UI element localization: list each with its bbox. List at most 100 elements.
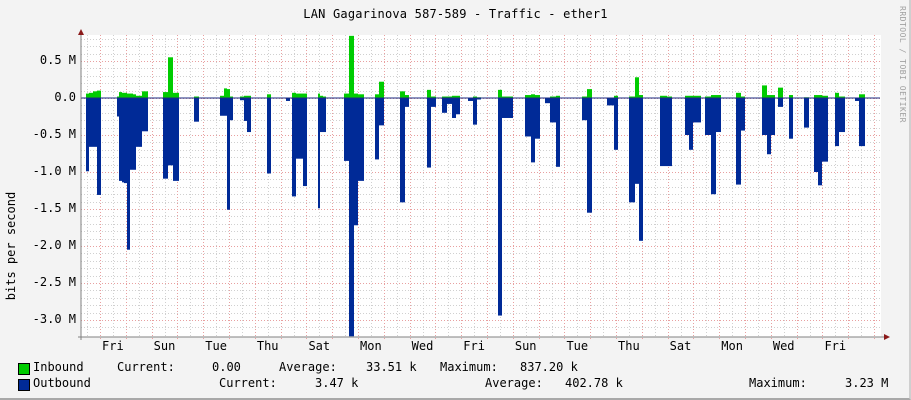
outbound-bar: [711, 98, 716, 195]
outbound-bar: [405, 98, 409, 107]
chart-title: LAN Gagarinova 587-589 - Traffic - ether…: [303, 7, 608, 21]
inbound-series: [86, 35, 865, 98]
outbound-bar: [227, 98, 230, 210]
outbound-bar: [244, 98, 247, 121]
inbound-bar: [442, 96, 447, 98]
legend-outbound-maximum-value: 3.23 M: [845, 376, 889, 390]
legend-inbound-average-value: 33.51 k: [366, 360, 417, 374]
inbound-bar: [705, 96, 711, 98]
outbound-bar: [303, 98, 307, 187]
inbound-bar: [778, 87, 783, 98]
legend-inbound-current-value: 0.00: [212, 360, 241, 374]
outbound-bar: [427, 98, 431, 168]
inbound-bar: [452, 95, 456, 98]
inbound-bar: [587, 89, 592, 98]
inbound-bar: [292, 92, 296, 98]
outbound-bar: [452, 98, 456, 118]
y-axis-label-text: bits per second: [4, 191, 18, 301]
outbound-series: [86, 98, 865, 337]
inbound-bar: [660, 95, 667, 98]
x-tick-label: Fri: [824, 339, 847, 353]
inbound-bar: [344, 93, 349, 98]
x-tick-label: Fri: [102, 339, 124, 353]
outbound-bar: [477, 98, 481, 100]
inbound-bar: [635, 77, 639, 98]
outbound-bar: [349, 98, 354, 337]
inbound-bar: [323, 96, 326, 98]
x-tick-label: Wed: [772, 339, 795, 353]
outbound-bar: [804, 98, 809, 128]
inbound-bar: [240, 96, 244, 98]
inbound-bar: [220, 95, 224, 98]
inbound-bar: [117, 96, 119, 98]
inbound-bar: [507, 96, 513, 98]
inbound-bar: [349, 35, 354, 98]
x-tick-label: Sat: [308, 339, 331, 353]
x-tick-label: Sat: [669, 339, 692, 353]
inbound-bar: [139, 95, 142, 98]
outbound-bar: [789, 98, 793, 139]
y-tick-label: 0.5 M: [39, 53, 76, 67]
inbound-bar: [247, 95, 251, 98]
outbound-bar: [767, 98, 771, 155]
outbound-bar: [89, 98, 93, 147]
outbound-bar: [582, 98, 587, 121]
outbound-bar: [286, 98, 290, 101]
y-tick-label: -0.5 M: [32, 127, 76, 141]
inbound-bar: [93, 91, 97, 98]
outbound-bar: [762, 98, 767, 135]
outbound-bar: [86, 98, 89, 172]
outbound-bar: [835, 98, 839, 147]
outbound-bar: [639, 98, 643, 241]
inbound-bar: [859, 94, 865, 98]
outbound-bar: [685, 98, 689, 135]
outbound-bar: [705, 98, 711, 135]
outbound-bar: [136, 98, 139, 147]
inbound-bar: [230, 96, 233, 98]
x-axis-arrow-icon: [884, 334, 890, 340]
inbound-bar: [689, 95, 693, 98]
inbound-bar: [762, 85, 767, 98]
outbound-bar: [97, 98, 101, 195]
outbound-bar: [502, 98, 507, 118]
outbound-bar: [498, 98, 502, 316]
outbound-bar: [689, 98, 693, 150]
outbound-bar: [660, 98, 667, 167]
outbound-bar: [855, 98, 859, 101]
outbound-bar: [693, 98, 701, 123]
inbound-bar: [629, 96, 635, 98]
inbound-bar: [427, 89, 431, 98]
inbound-bar: [431, 96, 436, 98]
outbound-bar: [344, 98, 349, 161]
inbound-bar: [525, 95, 531, 98]
inbound-bar: [358, 94, 364, 98]
inbound-bar: [822, 95, 828, 98]
inbound-bar: [614, 95, 618, 98]
inbound-bar: [296, 93, 303, 98]
legend-inbound-maximum-value: 837.20 k: [520, 360, 578, 374]
outbound-bar: [525, 98, 531, 137]
inbound-bar: [639, 95, 643, 98]
inbound-bar: [168, 57, 173, 98]
outbound-bar: [822, 98, 828, 162]
inbound-bar: [354, 93, 358, 98]
inbound-bar: [716, 95, 721, 98]
outbound-bar: [230, 98, 233, 121]
inbound-bar: [130, 93, 133, 98]
outbound-bar: [93, 98, 97, 147]
x-tick-label: Tue: [205, 339, 227, 353]
inbound-bar: [133, 94, 136, 98]
outbound-bar: [358, 98, 364, 181]
y-tick-label: -3.0 M: [32, 312, 76, 326]
inbound-bar: [667, 96, 672, 98]
outbound-bar: [320, 98, 323, 133]
outbound-bar: [667, 98, 672, 167]
outbound-bar: [119, 98, 122, 181]
outbound-bar: [127, 98, 130, 250]
legend-inbound-current-label: Current:: [117, 360, 175, 374]
y-tick-label: 0.0: [54, 90, 76, 104]
y-axis-arrow-icon: [78, 29, 84, 35]
inbound-bar: [163, 92, 168, 98]
inbound-bar: [303, 93, 307, 98]
